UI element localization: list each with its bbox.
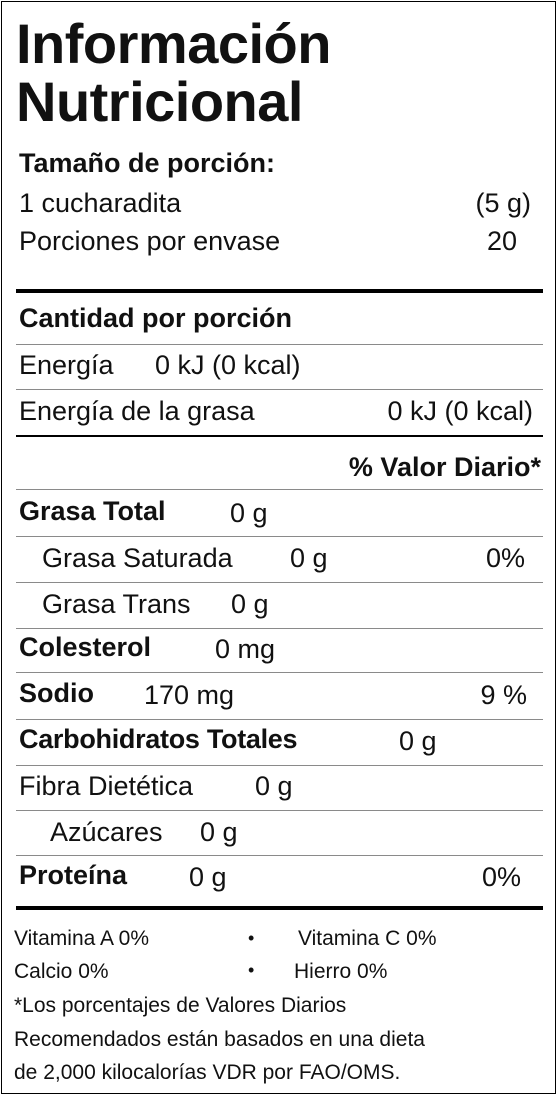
serving-size-value: (5 g) bbox=[475, 188, 531, 218]
vitamin-a: Vitamina A 0% bbox=[14, 927, 150, 950]
saturated-fat-label: Grasa Saturada bbox=[42, 543, 233, 573]
daily-value-heading: % Valor Diario* bbox=[348, 452, 541, 482]
energy-value: 0 kJ (0 kcal) bbox=[155, 350, 301, 380]
carbohydrates-label: Carbohidratos Totales bbox=[19, 724, 298, 754]
divider-thick bbox=[16, 289, 543, 293]
divider bbox=[16, 344, 543, 345]
fiber-label: Fibra Dietética bbox=[19, 771, 194, 801]
sodium-amount: 170 mg bbox=[144, 680, 235, 710]
divider bbox=[16, 582, 543, 583]
total-fat-label: Grasa Total bbox=[19, 496, 166, 526]
cholesterol-amount: 0 mg bbox=[215, 634, 276, 664]
footnote-line-3: de 2,000 kilocalorías VDR por FAO/OMS. bbox=[14, 1061, 401, 1084]
servings-per-container-label: Porciones por envase bbox=[19, 226, 281, 256]
vitamin-c: Vitamina C 0% bbox=[298, 927, 437, 950]
footnote-line-1: *Los porcentajes de Valores Diarios bbox=[14, 994, 347, 1017]
saturated-fat-amount: 0 g bbox=[290, 543, 328, 573]
energy-label: Energía bbox=[19, 350, 114, 380]
serving-size-label: 1 cucharadita bbox=[19, 188, 182, 218]
divider bbox=[16, 810, 543, 811]
amount-per-serving-heading: Cantidad por porción bbox=[19, 303, 292, 333]
divider bbox=[16, 765, 543, 766]
divider bbox=[16, 672, 543, 673]
energy-fat-value: 0 kJ (0 kcal) bbox=[387, 396, 533, 426]
divider-medium bbox=[16, 435, 543, 437]
cholesterol-label: Colesterol bbox=[19, 632, 152, 662]
divider bbox=[16, 389, 543, 390]
footnote-line-2: Recomendados están basados en una dieta bbox=[14, 1028, 425, 1051]
carbohydrates-amount: 0 g bbox=[399, 726, 437, 756]
divider bbox=[16, 536, 543, 537]
divider bbox=[16, 489, 543, 490]
divider bbox=[16, 628, 543, 629]
protein-label: Proteína bbox=[19, 860, 128, 890]
iron: Hierro 0% bbox=[294, 960, 388, 983]
sodium-label: Sodio bbox=[19, 678, 94, 708]
fiber-amount: 0 g bbox=[255, 771, 293, 801]
total-fat-amount: 0 g bbox=[230, 498, 268, 528]
divider-thick bbox=[16, 906, 543, 910]
trans-fat-label: Grasa Trans bbox=[42, 589, 191, 619]
energy-fat-label: Energía de la grasa bbox=[19, 396, 255, 426]
sodium-dv: 9 % bbox=[480, 680, 527, 710]
calcium: Calcio 0% bbox=[14, 960, 109, 983]
title-line-2: Nutricional bbox=[16, 70, 303, 133]
serving-heading: Tamaño de porción: bbox=[19, 148, 276, 178]
protein-dv: 0% bbox=[481, 862, 521, 892]
title-line-1: Información bbox=[16, 12, 331, 75]
sugars-amount: 0 g bbox=[200, 817, 238, 847]
servings-per-container-value: 20 bbox=[486, 226, 517, 256]
bullet: • bbox=[248, 928, 255, 948]
bullet: • bbox=[248, 960, 255, 980]
saturated-fat-dv: 0% bbox=[485, 543, 525, 573]
divider bbox=[16, 855, 543, 856]
sugars-label: Azúcares bbox=[50, 817, 163, 847]
trans-fat-amount: 0 g bbox=[231, 589, 269, 619]
protein-amount: 0 g bbox=[189, 862, 227, 892]
divider bbox=[16, 719, 543, 720]
